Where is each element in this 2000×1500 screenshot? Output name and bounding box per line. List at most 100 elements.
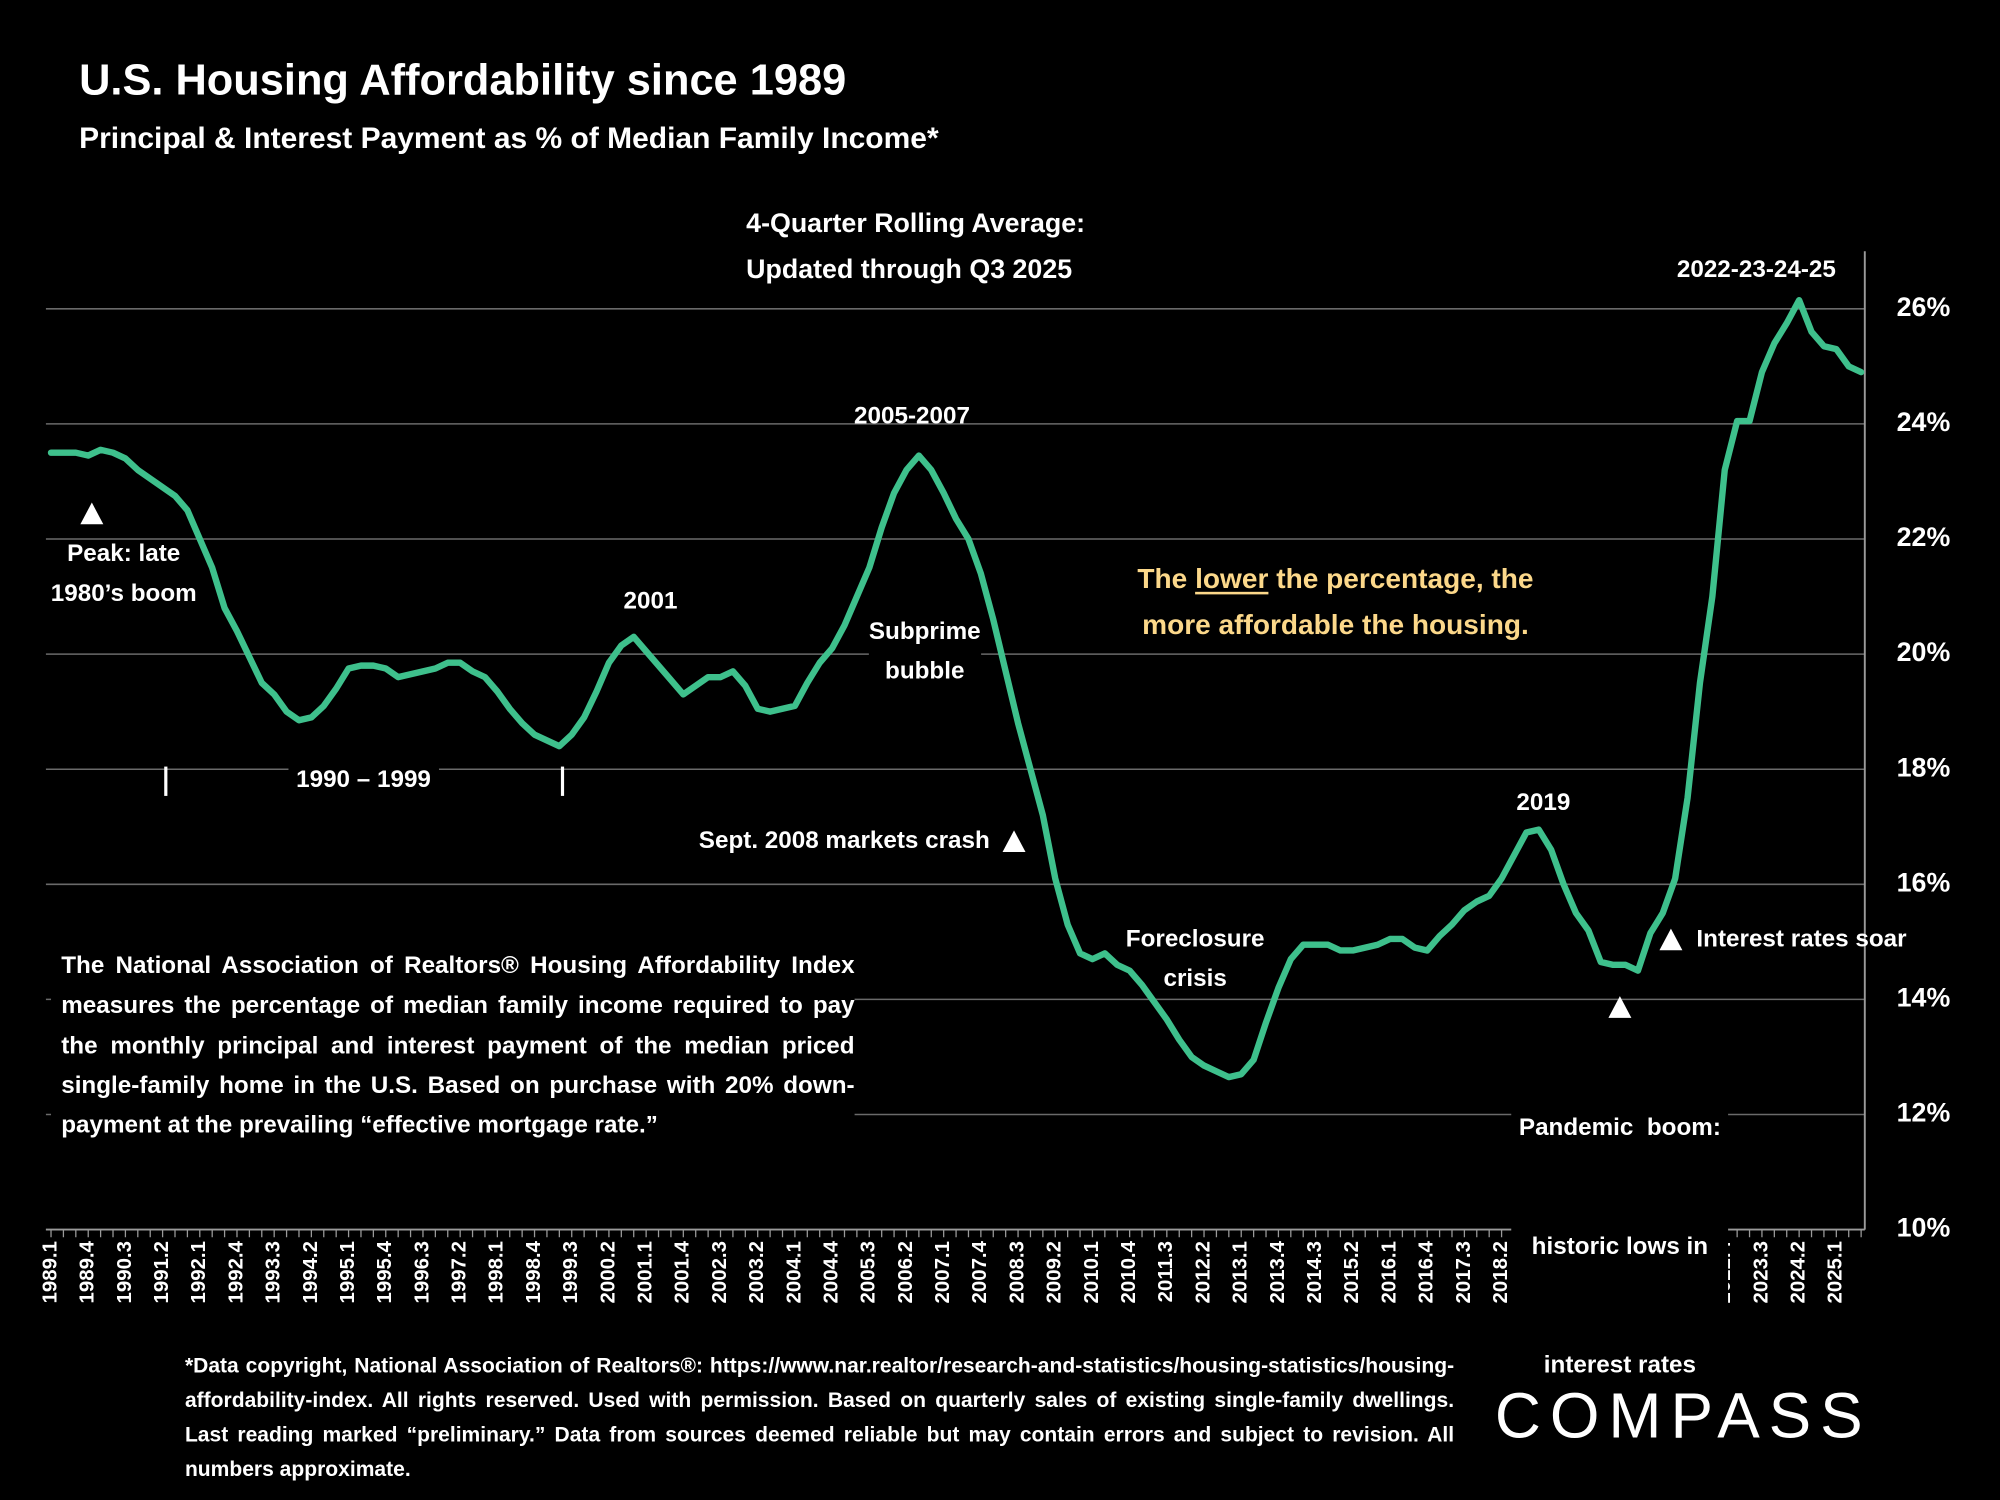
x-tick-label: 2001.4 bbox=[672, 1240, 694, 1303]
footnote: *Data copyright, National Association of… bbox=[184, 1354, 1455, 1481]
y-tick-label: 18% bbox=[1897, 752, 1951, 782]
callout-text: the percentage, the bbox=[1276, 562, 1534, 595]
annotation: 2005-2007 bbox=[854, 397, 970, 437]
callout-line: The lower the percentage, the bbox=[1137, 556, 1533, 602]
x-tick-label: 2023.3 bbox=[1750, 1241, 1772, 1303]
x-tick-label: 2006.2 bbox=[895, 1241, 917, 1303]
y-tick-label: 26% bbox=[1897, 292, 1951, 322]
annotation-line: 2005-2007 bbox=[854, 403, 970, 430]
x-tick-label: 2004.1 bbox=[783, 1241, 805, 1303]
note-line: 4-Quarter Rolling Average: bbox=[746, 209, 1086, 239]
x-tick-label: 2004.4 bbox=[820, 1240, 842, 1303]
callout-text: The bbox=[1137, 562, 1188, 595]
x-tick-label: 2007.4 bbox=[969, 1240, 991, 1303]
x-tick-label: 2015.2 bbox=[1341, 1241, 1363, 1303]
x-tick-label: 1996.3 bbox=[411, 1241, 433, 1303]
annotation: Sept. 2008 markets crash bbox=[699, 821, 990, 861]
x-tick-label: 1991.2 bbox=[151, 1241, 173, 1303]
annotation-line: 2001 bbox=[623, 588, 678, 615]
x-tick-label: 2001.1 bbox=[635, 1241, 657, 1303]
x-tick-label: 1999.3 bbox=[560, 1241, 582, 1303]
annotation-line: Foreclosure bbox=[1125, 926, 1265, 953]
y-tick-label: 16% bbox=[1897, 867, 1951, 897]
annotation-line: crisis bbox=[1163, 965, 1227, 993]
title: U.S. Housing Affordability since 1989 bbox=[79, 56, 847, 105]
y-tick-label: 24% bbox=[1897, 407, 1951, 437]
subtitle: Principal & Interest Payment as % of Med… bbox=[79, 121, 939, 155]
brand-logo: COMPASS bbox=[1494, 1380, 1872, 1452]
x-tick-label: 1995.4 bbox=[374, 1240, 396, 1303]
annotation-line: Pandemic boom: bbox=[1518, 1114, 1721, 1142]
x-tick-label: 2016.4 bbox=[1416, 1240, 1438, 1303]
x-tick-label: 2017.3 bbox=[1453, 1241, 1475, 1303]
x-tick-label: 1994.2 bbox=[300, 1241, 322, 1303]
x-tick-label: 2014.3 bbox=[1304, 1241, 1326, 1303]
callout: The lower the percentage, the more affor… bbox=[1137, 556, 1533, 648]
description: The National Association of Realtors® Ho… bbox=[51, 946, 855, 1147]
x-tick-label: 1993.3 bbox=[263, 1241, 285, 1303]
x-tick-label: 1998.4 bbox=[523, 1240, 545, 1303]
x-tick-label: 2005.3 bbox=[858, 1241, 880, 1303]
annotation: 1990 – 1999 bbox=[288, 760, 439, 800]
x-tick-label: 2011.3 bbox=[1155, 1241, 1177, 1302]
marker-triangle bbox=[1659, 928, 1683, 951]
marker-triangle bbox=[1002, 830, 1026, 853]
x-tick-label: 2002.3 bbox=[709, 1241, 731, 1303]
annotation-line: interest rates bbox=[1543, 1352, 1697, 1379]
x-tick-label: 1989.1 bbox=[39, 1241, 61, 1303]
annotation-line: Sept. 2008 markets crash bbox=[698, 827, 990, 855]
x-tick-label: 2025.1 bbox=[1825, 1241, 1847, 1303]
x-tick-label: 2012.2 bbox=[1192, 1241, 1214, 1303]
marker-triangle bbox=[1608, 996, 1632, 1018]
x-tick-label: 2009.2 bbox=[1044, 1241, 1066, 1303]
x-tick-label: 1992.1 bbox=[188, 1241, 210, 1303]
annotation-line: 2019 bbox=[1516, 789, 1571, 817]
chart-note: 4-Quarter Rolling Average: Updated throu… bbox=[746, 202, 1085, 294]
annotation: Foreclosure crisis bbox=[1126, 920, 1265, 999]
annotation-line: historic lows in bbox=[1531, 1233, 1709, 1261]
annotation: 2022-23-24-25 bbox=[1677, 250, 1836, 290]
x-tick-label: 1997.2 bbox=[449, 1241, 471, 1303]
x-tick-label: 2008.3 bbox=[1006, 1241, 1028, 1303]
annotation-line: Peak: late bbox=[67, 540, 181, 568]
annotation: 2019 bbox=[1516, 783, 1570, 823]
x-tick-label: 1990.3 bbox=[114, 1241, 136, 1303]
marker-triangle bbox=[80, 502, 104, 525]
x-tick-label: 2016.1 bbox=[1378, 1241, 1400, 1303]
annotation-line: Interest rates soar bbox=[1696, 926, 1907, 953]
y-tick-label: 20% bbox=[1897, 637, 1951, 667]
x-tick-label: 2013.4 bbox=[1267, 1240, 1289, 1303]
callout-line: more affordable the housing. bbox=[1142, 608, 1529, 641]
x-tick-label: 2007.1 bbox=[932, 1241, 954, 1303]
x-tick-label: 1998.1 bbox=[486, 1241, 508, 1303]
data-line bbox=[47, 297, 1865, 1081]
x-tick-label: 2018.2 bbox=[1490, 1241, 1512, 1303]
x-tick-label: 1989.4 bbox=[77, 1240, 99, 1303]
x-tick-label: 2000.2 bbox=[597, 1241, 619, 1303]
annotation-line: Subprime bbox=[868, 618, 981, 646]
annotation: Subprime bubble bbox=[868, 612, 981, 692]
annotation-line: 2022-23-24-25 bbox=[1676, 256, 1836, 284]
y-tick-label: 22% bbox=[1897, 522, 1951, 552]
annotation: Peak: late 1980’s boom bbox=[51, 534, 197, 613]
x-tick-label: 2003.2 bbox=[746, 1241, 768, 1303]
y-tick-label: 10% bbox=[1897, 1213, 1951, 1243]
x-tick-label: 2010.4 bbox=[1118, 1240, 1140, 1303]
x-tick-label: 2013.1 bbox=[1230, 1241, 1252, 1303]
callout-emphasis: lower bbox=[1195, 562, 1269, 595]
x-tick-label: 1995.1 bbox=[337, 1241, 359, 1303]
y-tick-label: 12% bbox=[1897, 1098, 1951, 1128]
y-tick-label: 14% bbox=[1897, 982, 1951, 1012]
annotation: Interest rates soar bbox=[1696, 920, 1906, 960]
annotation-line: 1980’s boom bbox=[50, 580, 197, 608]
x-tick-label: 2010.1 bbox=[1081, 1241, 1103, 1303]
x-tick-label: 1992.4 bbox=[225, 1240, 247, 1303]
annotation: 2001 bbox=[624, 582, 678, 622]
note-line: Updated through Q3 2025 bbox=[746, 255, 1073, 285]
x-tick-label: 2024.2 bbox=[1788, 1241, 1810, 1303]
annotation-line: 1990 – 1999 bbox=[296, 766, 431, 794]
annotation-line: bubble bbox=[868, 651, 981, 692]
annotation: Pandemic boom: historic lows in interest… bbox=[1511, 1029, 1729, 1465]
